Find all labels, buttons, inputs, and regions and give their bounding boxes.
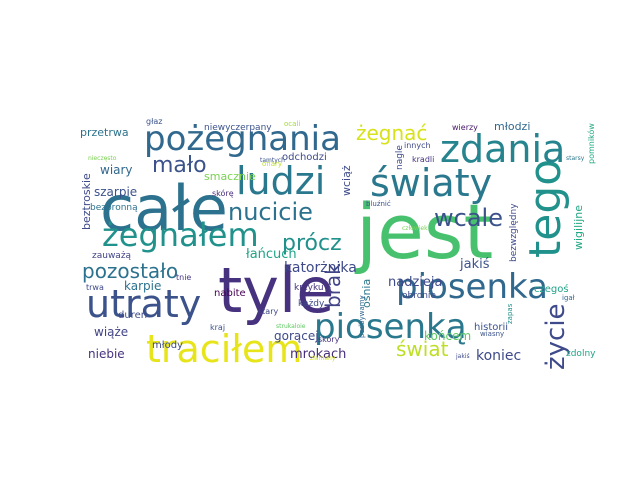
word-przetrwa: przetrwa [80,126,129,139]
word-jest: jest [354,187,493,276]
word-czlowiek: człowiek [402,225,428,232]
word-wiary: wiary [100,163,133,177]
word-obronie: obronie [402,291,436,301]
word-krzyku: krzyku [294,283,324,293]
word-swiat: świat [396,337,449,361]
word-snia: ośnia [360,279,373,308]
word-ludzi: ludzi [236,159,325,203]
word-mlody: młody [152,340,183,351]
word-beztroskie: beztroskie [80,173,93,230]
word-brak: brak [321,263,345,308]
word-cale: całe [100,172,228,245]
word-mlodzi: młodzi [494,120,530,133]
word-smacznie: smacznie [204,170,256,183]
word-niewyczerpany: niewyczerpany [204,123,272,133]
word-wiasny: wiasny [480,330,504,338]
word-zapas: zapas [506,303,514,324]
word-stary: stary [258,307,278,316]
word-wciaz: wciąż [340,165,353,196]
word-odchodzi: odchodzi [282,152,327,163]
word-zlamany: złamany [310,355,336,362]
word-wigilijne: wigilijne [572,205,585,250]
word-malo: mało [152,153,207,178]
word-zegnalem: żegnałem [102,216,259,254]
word-wiaze: wiąże [94,325,128,339]
word-karpie: karpie [124,279,161,293]
word-ocali: ocali [284,120,300,128]
word-niebie: niebie [88,347,125,361]
word-nadzieja: nadzieja [388,275,442,290]
word-nieczesto: nieczęsto [88,155,117,162]
word-trwa: trwa [86,283,104,292]
word-nabite: nabite [214,288,246,299]
word-ofiary: ofiary [262,160,282,168]
word-nucicie: nucicie [228,198,313,226]
word-bezbronna: bezbronną [90,203,138,213]
word-pozostalo: pozostało [82,259,178,283]
word-utraty: utraty [86,282,201,326]
word-koncem: końcem [424,329,471,343]
word-lancuch: łańcuch [246,247,297,262]
word-strukaloie: strukaloie [276,323,306,330]
word-katorznika: katorżnika [284,260,357,276]
word-piosenka: piosenka [396,267,548,307]
word-tego: tego [520,159,571,258]
word-zdania: zdania [440,127,565,171]
word-nagle: nagle [395,145,405,170]
word-wierzy: wierzy [452,123,478,132]
word-szarpie: szarpie [94,185,137,199]
word-starsy: starsy [566,155,585,162]
word-procz: prócz [282,231,342,256]
word-kraj: kraj [210,323,225,332]
word-igal: igał [562,294,575,302]
word-czegos: czegoś [534,283,569,295]
word-zdolny: zdolny [566,349,596,359]
word-glaz: głaz [146,117,162,126]
word-bluznic: bluźnić [366,200,391,208]
word-zegnac: żegnać [356,121,427,145]
word-podbywamy: podbywamy [358,295,366,338]
word-tnie: tnie [176,273,191,282]
word-jakis-2: jakiś [455,353,470,360]
word-mrokach: mrokach [290,347,346,362]
word-goracej: gorącej [274,329,319,343]
word-tamtych: tamtych [260,157,285,164]
word-zycie: życie [541,303,571,370]
word-wcale: wcale [434,204,503,232]
word-pozegnania: pożegnania [144,119,341,159]
word-zauwaza: zauważą [92,251,132,261]
word-swiaty: światy [370,161,492,205]
word-skory: skory [318,335,340,344]
word-tyle: tyle [218,254,334,327]
word-koniec: koniec [476,348,521,364]
word-kradli: kradli [412,155,434,164]
word-tracilem: traciłem [146,327,302,371]
word-duren: dureń [118,309,147,321]
word-innych: innych [404,141,431,150]
word-piosenka-2: piosenką [314,307,467,347]
word-kazdy: każdy [298,299,325,309]
word-skore: skórę [212,188,234,198]
word-historii: historii [474,322,508,333]
word-pomnikow: pomników [586,123,596,164]
word-jakis: jakiś [459,257,490,272]
word-bezwzgledny: bezwzględny [509,203,519,262]
